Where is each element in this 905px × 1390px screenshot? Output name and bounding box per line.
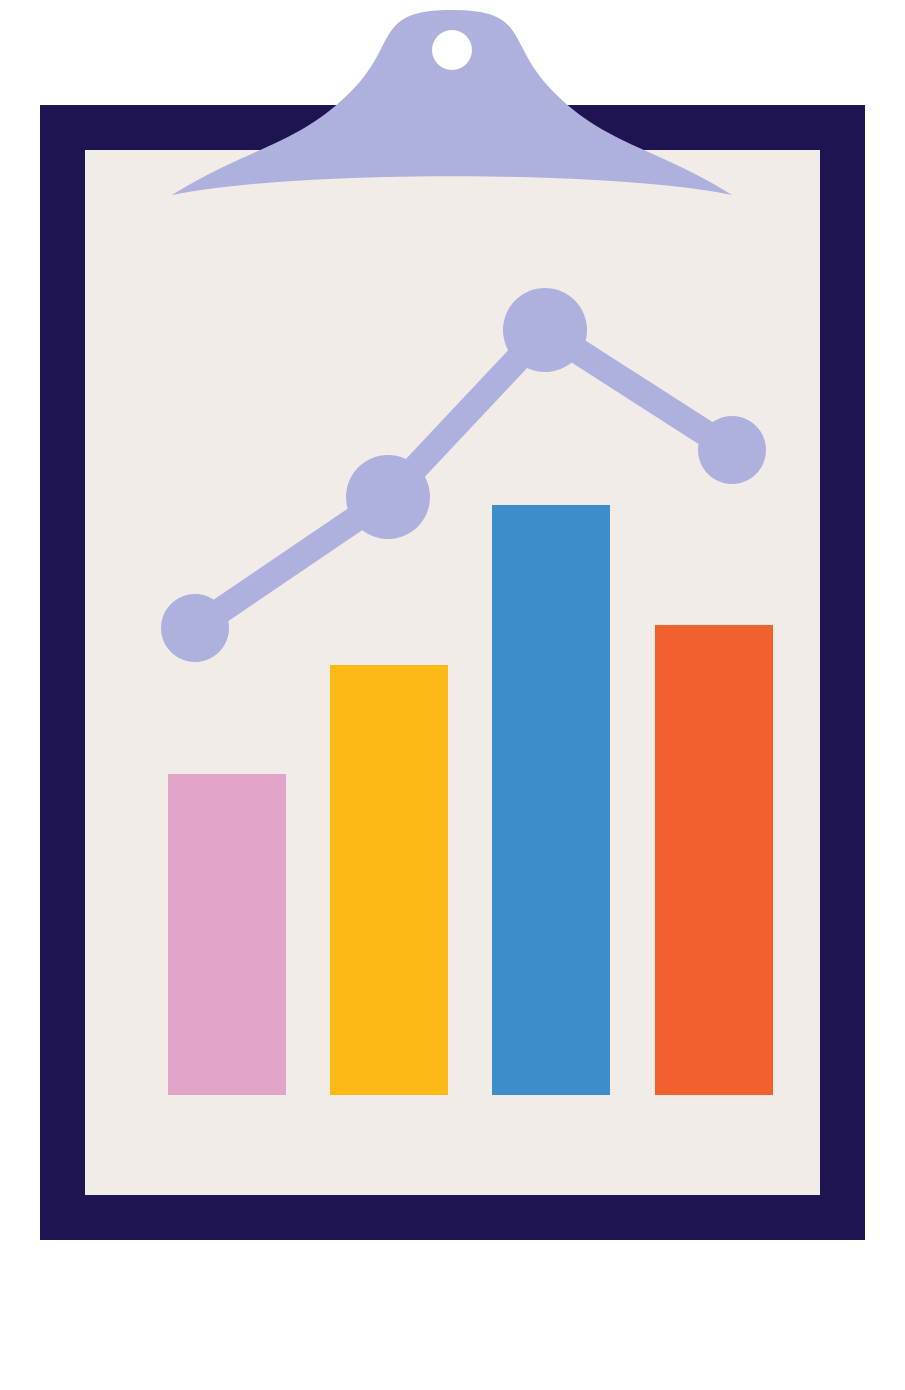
bar-1 (330, 665, 448, 1095)
bar-2 (492, 505, 610, 1095)
clipboard-clip-hole (432, 30, 472, 70)
clipboard-svg (0, 0, 905, 1390)
line-marker-3 (698, 416, 766, 484)
clipboard-chart-icon (0, 0, 905, 1390)
line-marker-0 (161, 594, 229, 662)
bar-3 (655, 625, 773, 1095)
line-marker-2 (503, 288, 587, 372)
bar-0 (168, 774, 286, 1095)
line-marker-1 (346, 455, 430, 539)
